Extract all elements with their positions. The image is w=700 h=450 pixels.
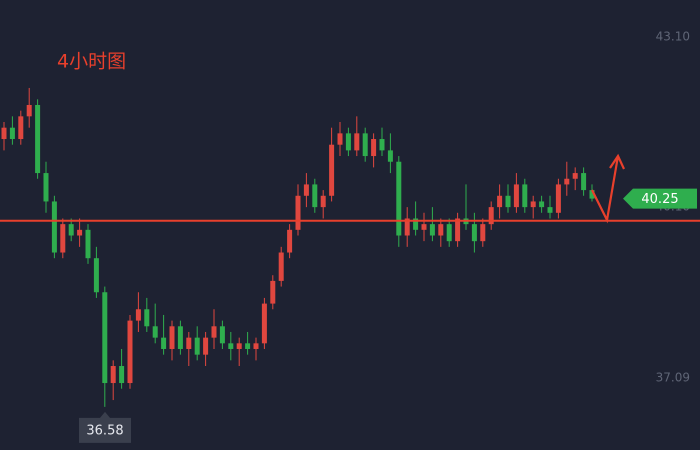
candle-body xyxy=(446,224,452,242)
candle-body xyxy=(26,104,32,117)
candle-body xyxy=(421,224,427,230)
candle-body xyxy=(287,229,293,253)
candle-body xyxy=(9,127,15,140)
candle-body xyxy=(228,343,234,349)
candle-body xyxy=(253,343,259,349)
candle-body xyxy=(362,133,368,157)
candle-body xyxy=(85,229,91,259)
candle-body xyxy=(270,280,276,304)
candle-body xyxy=(177,326,183,349)
candle-body xyxy=(513,184,519,208)
candle-body xyxy=(329,144,335,196)
y-tick-label: 43.10 xyxy=(656,29,690,43)
candle-body xyxy=(589,190,595,199)
low-label: 36.58 xyxy=(86,423,123,438)
candle-body xyxy=(186,337,192,349)
candle-body xyxy=(455,218,461,242)
candle-body xyxy=(135,309,141,321)
candle-body xyxy=(211,326,217,338)
candle-body xyxy=(278,252,284,281)
candle-body xyxy=(203,337,209,355)
candle-body xyxy=(127,320,133,384)
candle-body xyxy=(396,161,402,236)
candle-body xyxy=(161,337,167,349)
candle-body xyxy=(261,303,267,344)
candle-body xyxy=(564,178,570,185)
plot xyxy=(1,87,595,407)
candle-body xyxy=(555,184,561,213)
candle-body xyxy=(480,224,486,242)
candle-body xyxy=(522,184,528,208)
candle-body xyxy=(320,195,326,208)
candle-body xyxy=(438,224,444,236)
candle-body xyxy=(371,139,377,157)
price-tag xyxy=(623,188,697,209)
candle-body xyxy=(581,173,587,191)
candle-body xyxy=(110,366,116,384)
candle-body xyxy=(1,127,7,140)
candle-body xyxy=(245,343,251,349)
candle-body xyxy=(219,326,225,344)
candle-body xyxy=(303,184,309,196)
candle-body xyxy=(312,184,318,208)
candle-body xyxy=(68,224,74,236)
candle-body xyxy=(539,201,545,208)
candle-body xyxy=(169,326,175,349)
candle-body xyxy=(236,343,242,349)
y-tick-label: 37.09 xyxy=(656,370,690,384)
price-tag-label: 40.25 xyxy=(641,192,678,207)
candle-body xyxy=(102,292,108,384)
candle-body xyxy=(379,139,385,151)
candle-body xyxy=(404,218,410,236)
candle-body xyxy=(345,133,351,151)
candle-body xyxy=(429,224,435,236)
candle-body xyxy=(51,201,57,253)
candle-body xyxy=(93,258,99,293)
candle-body xyxy=(354,133,360,151)
chart-title: 4小时图 xyxy=(57,51,126,73)
candle-body xyxy=(530,201,536,208)
candle-body xyxy=(572,173,578,179)
candle-body xyxy=(144,309,150,327)
candle-body xyxy=(337,133,343,145)
candle-body xyxy=(387,150,393,162)
candle-body xyxy=(77,229,83,236)
candle-body xyxy=(505,195,511,208)
candle-body xyxy=(152,326,158,338)
candle-body xyxy=(35,104,41,174)
candle-body xyxy=(488,207,494,225)
candle-body xyxy=(60,224,66,253)
candle-body xyxy=(413,218,419,230)
candle-body xyxy=(497,195,503,208)
low-label-box xyxy=(79,411,131,443)
candle-body xyxy=(295,195,301,230)
candle-body xyxy=(119,366,125,384)
candle-body xyxy=(18,116,24,140)
candle-body xyxy=(43,173,49,202)
candle-body xyxy=(547,207,553,213)
arrow-head xyxy=(609,153,625,170)
candle-body xyxy=(194,337,200,355)
candle-body xyxy=(471,224,477,242)
